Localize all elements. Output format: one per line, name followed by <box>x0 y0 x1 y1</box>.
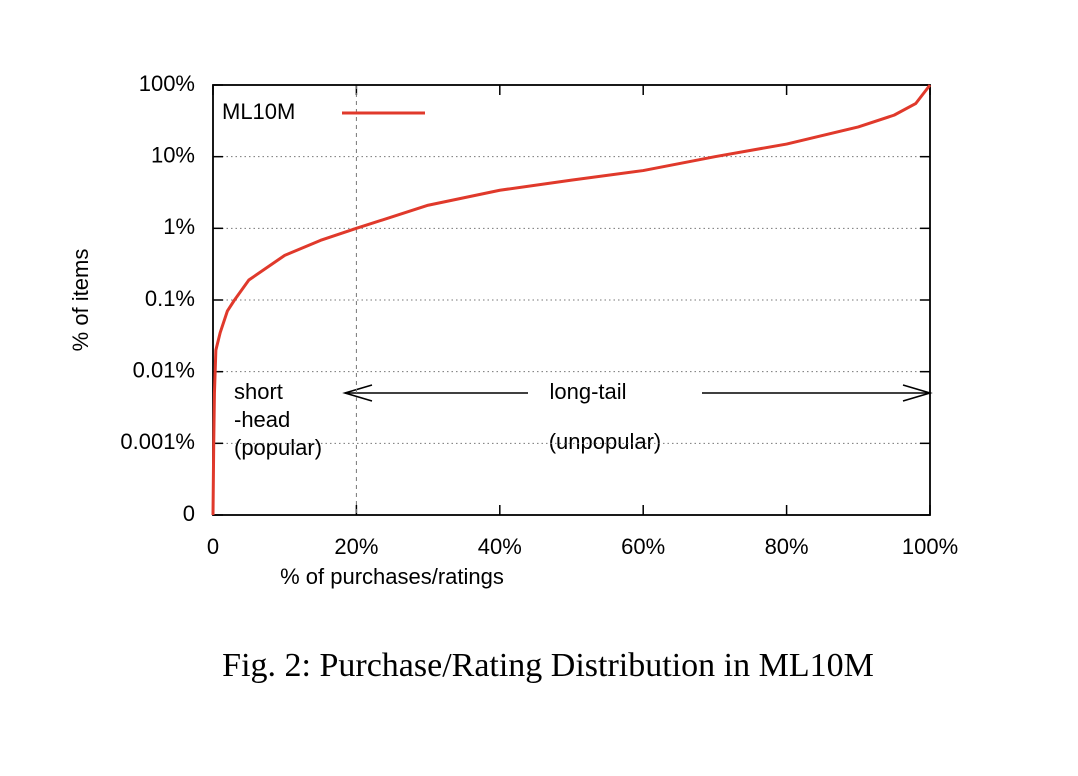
legend-label: ML10M <box>222 99 295 124</box>
x-tick-label: 20% <box>334 534 378 559</box>
x-tick-label: 40% <box>478 534 522 559</box>
data-line <box>211 84 932 516</box>
y-axis-title: % of items <box>68 249 93 352</box>
y-tick-label: 10% <box>151 142 195 167</box>
x-axis-title: % of purchases/ratings <box>280 564 504 589</box>
y-tick-label: 0.01% <box>133 357 195 382</box>
x-tick-label: 60% <box>621 534 665 559</box>
y-tick-label: 0.001% <box>120 429 195 454</box>
annotation: long-tail <box>549 379 626 404</box>
annotation: (popular) <box>234 435 322 460</box>
arrows <box>342 384 933 402</box>
annotation: (unpopular) <box>549 429 662 454</box>
y-tick-label: 0 <box>183 501 195 526</box>
x-tick-label: 80% <box>765 534 809 559</box>
y-tick-label: 1% <box>163 214 195 239</box>
annotation: short <box>234 379 283 404</box>
x-tick-label: 0 <box>207 534 219 559</box>
y-tick-label: 100% <box>139 71 195 96</box>
x-tick-label: 100% <box>902 534 958 559</box>
y-tick-label: 0.1% <box>145 286 195 311</box>
caption: Fig. 2: Purchase/Rating Distribution in … <box>222 647 874 684</box>
annotation: -head <box>234 407 290 432</box>
plot-frame <box>212 84 931 516</box>
